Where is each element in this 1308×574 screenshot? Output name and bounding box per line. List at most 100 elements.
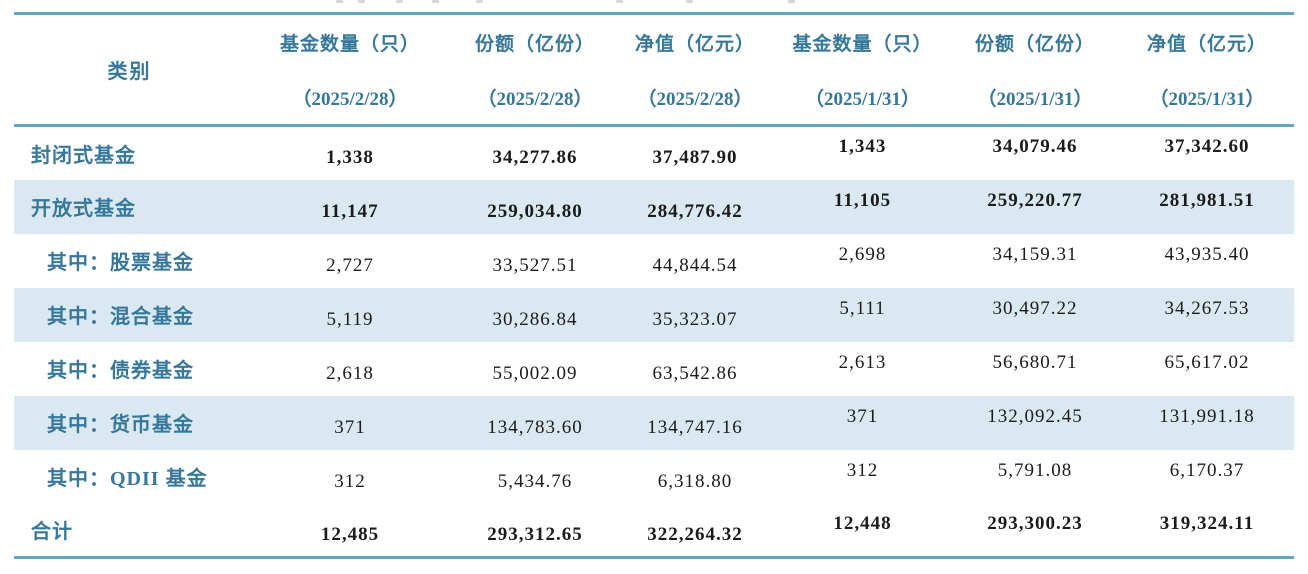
value-cell: 55,002.09 <box>455 342 615 396</box>
column-header-date: （2025/1/31） <box>804 88 921 110</box>
value-cell: 5,791.08 <box>950 450 1120 504</box>
value-text: 312 <box>846 459 879 481</box>
value-text: 2,698 <box>838 243 887 265</box>
column-header: 基金数量（只） （2025/2/28） <box>245 14 455 126</box>
value-text: 293,312.65 <box>487 523 583 545</box>
value-text: 293,300.23 <box>987 512 1083 534</box>
column-header-date: （2025/1/31） <box>1149 88 1265 110</box>
category-cell: 其中：债券基金 <box>47 360 194 382</box>
value-cell: 293,300.23 <box>950 504 1120 558</box>
value-text: 281,981.51 <box>1159 189 1255 211</box>
value-text: 65,617.02 <box>1164 351 1250 373</box>
value-cell: 2,618 <box>245 342 455 396</box>
value-cell: 43,935.40 <box>1120 234 1294 288</box>
value-cell: 12,448 <box>775 504 950 558</box>
column-header-label: 份额（亿份） <box>474 33 595 55</box>
value-cell: 2,698 <box>775 234 950 288</box>
value-cell: 312 <box>245 450 455 504</box>
value-cell: 11,105 <box>775 180 950 234</box>
column-header-label: 基金数量（只） <box>792 33 933 55</box>
value-cell: 56,680.71 <box>950 342 1120 396</box>
value-text: 55,002.09 <box>492 362 578 384</box>
table-row: 其中：货币基金 371 134,783.60 134,747.16 371 132,092… <box>14 395 1294 450</box>
table-row: 其中：混合基金 5,119 30,286.84 35,323.07 5,111 30,49… <box>14 287 1294 342</box>
value-cell: 2,613 <box>775 342 950 396</box>
table-row: 其中：股票基金 2,727 33,527.51 44,844.54 2,698 34,15… <box>14 233 1294 288</box>
value-text: 132,092.45 <box>987 405 1083 427</box>
value-text: 1,343 <box>838 136 887 158</box>
category-cell: 其中：货币基金 <box>47 414 194 436</box>
value-cell: 132,092.45 <box>950 396 1120 450</box>
value-cell: 259,034.80 <box>455 180 615 234</box>
value-text: 5,434.76 <box>497 470 573 492</box>
value-text: 30,286.84 <box>492 308 578 330</box>
value-cell: 65,617.02 <box>1120 342 1294 396</box>
column-header-category: 类别 <box>14 14 245 126</box>
value-text: 371 <box>334 416 366 438</box>
value-cell: 259,220.77 <box>950 180 1120 234</box>
value-text: 1,338 <box>326 147 374 169</box>
value-text: 30,497.22 <box>992 297 1078 319</box>
value-text: 34,267.53 <box>1164 297 1250 319</box>
value-text: 43,935.40 <box>1164 243 1250 265</box>
cropped-line-artifact <box>330 0 800 4</box>
value-text: 11,147 <box>321 200 379 222</box>
category-cell: 合计 <box>31 521 73 544</box>
value-text: 5,119 <box>326 308 374 330</box>
value-cell: 6,318.80 <box>615 450 775 504</box>
value-text: 259,220.77 <box>987 189 1083 211</box>
value-text: 2,618 <box>326 362 374 384</box>
value-text: 34,277.86 <box>492 147 578 169</box>
value-text: 6,170.37 <box>1169 459 1245 481</box>
column-header-date: （2025/1/31） <box>977 88 1093 110</box>
value-text: 2,727 <box>326 254 374 276</box>
value-cell: 63,542.86 <box>615 342 775 396</box>
category-header-label: 类别 <box>107 61 152 83</box>
value-cell: 37,342.60 <box>1120 126 1294 180</box>
value-cell: 371 <box>245 396 455 450</box>
category-cell: 其中：股票基金 <box>47 252 194 274</box>
value-text: 63,542.86 <box>652 362 738 384</box>
value-cell: 134,783.60 <box>455 396 615 450</box>
value-cell: 44,844.54 <box>615 234 775 288</box>
table-row: 封闭式基金 1,338 34,277.86 37,487.90 1,343 34,079.… <box>14 125 1294 180</box>
value-cell: 134,747.16 <box>615 396 775 450</box>
value-text: 12,485 <box>320 523 380 545</box>
table-row: 其中：QDII 基金 312 5,434.76 6,318.80 312 5,791.08… <box>14 449 1294 504</box>
value-text: 35,323.07 <box>652 308 738 330</box>
category-cell: 开放式基金 <box>31 198 136 220</box>
value-text: 5,791.08 <box>997 459 1073 481</box>
value-cell: 284,776.42 <box>615 180 775 234</box>
value-cell: 12,485 <box>245 504 455 558</box>
value-text: 44,844.54 <box>652 254 738 276</box>
value-text: 134,747.16 <box>647 416 743 438</box>
value-cell: 5,434.76 <box>455 450 615 504</box>
value-text: 56,680.71 <box>992 351 1078 373</box>
column-header: 净值（亿元） （2025/2/28） <box>615 14 775 126</box>
value-cell: 5,111 <box>775 288 950 342</box>
column-header-date: （2025/2/28） <box>292 88 408 110</box>
value-text: 259,034.80 <box>487 200 583 222</box>
table-row: 其中：债券基金 2,618 55,002.09 63,542.86 2,613 56,68… <box>14 341 1294 396</box>
value-text: 131,991.18 <box>1159 405 1255 427</box>
value-cell: 37,487.90 <box>615 126 775 180</box>
column-header-date: （2025/2/28） <box>637 88 753 110</box>
value-text: 34,159.31 <box>992 243 1078 265</box>
value-cell: 293,312.65 <box>455 504 615 558</box>
fund-statistics-table-wrap: 类别 基金数量（只） （2025/2/28） 份额（亿份） （2025/2/28） 净值… <box>14 12 1294 559</box>
value-cell: 34,159.31 <box>950 234 1120 288</box>
column-header-date: （2025/2/28） <box>477 88 593 110</box>
value-text: 12,448 <box>833 512 892 534</box>
value-cell: 131,991.18 <box>1120 396 1294 450</box>
value-cell: 35,323.07 <box>615 288 775 342</box>
category-cell: 封闭式基金 <box>31 144 136 167</box>
value-cell: 2,727 <box>245 234 455 288</box>
value-text: 2,613 <box>838 351 887 373</box>
column-header-label: 基金数量（只） <box>279 33 420 55</box>
column-header: 份额（亿份） （2025/2/28） <box>455 14 615 126</box>
value-cell: 33,527.51 <box>455 234 615 288</box>
value-text: 322,264.32 <box>647 523 743 545</box>
value-cell: 281,981.51 <box>1120 180 1294 234</box>
value-cell: 30,497.22 <box>950 288 1120 342</box>
value-cell: 34,277.86 <box>455 126 615 180</box>
